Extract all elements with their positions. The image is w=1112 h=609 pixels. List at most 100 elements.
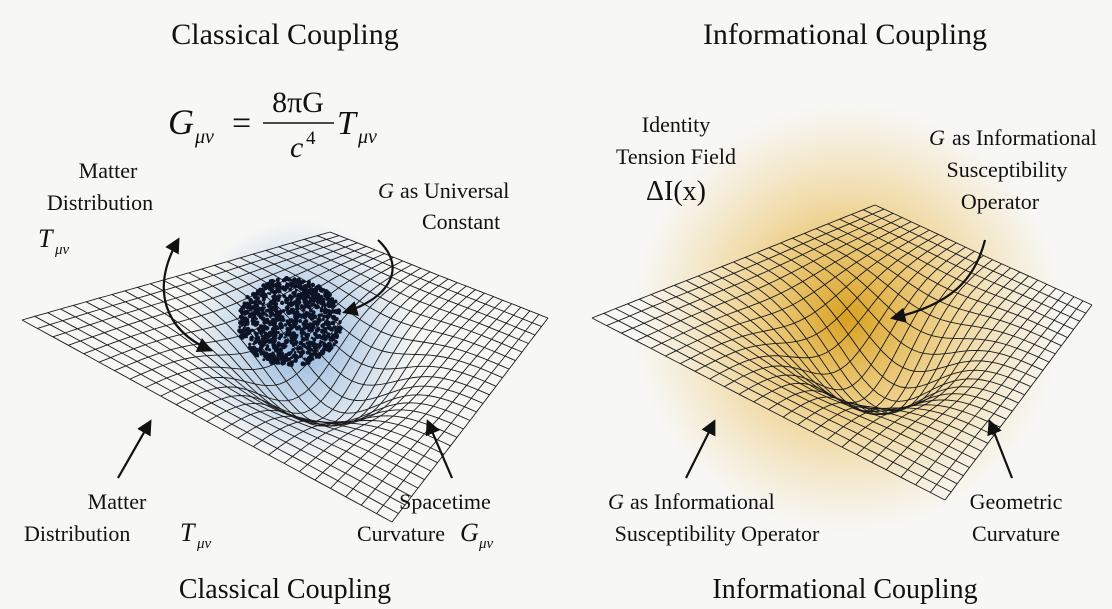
particle (323, 342, 326, 345)
particle (313, 332, 317, 336)
caption: Classical Coupling (179, 574, 391, 605)
particle (305, 311, 309, 315)
particle (285, 284, 290, 289)
particle (312, 338, 316, 342)
eq-part: = (232, 105, 251, 142)
particle (268, 339, 273, 344)
particle (290, 300, 293, 303)
particle (265, 318, 269, 322)
particle (295, 300, 299, 304)
particle (287, 362, 292, 367)
particle (309, 353, 314, 358)
particle (319, 342, 322, 345)
particle (315, 354, 318, 357)
particle (334, 327, 337, 330)
label-line: μν (478, 536, 494, 552)
particle (311, 283, 315, 287)
particle (320, 309, 323, 312)
particle (286, 310, 289, 313)
particle (274, 303, 277, 306)
particle (265, 347, 269, 351)
particle (283, 279, 285, 281)
particle (270, 330, 273, 333)
particle (317, 320, 320, 323)
particle (320, 289, 323, 292)
particle (321, 306, 323, 308)
particle (329, 348, 332, 351)
particle (264, 332, 268, 336)
particle (327, 342, 332, 347)
particle (253, 295, 258, 300)
label-line: Distribution (24, 521, 130, 546)
particle (303, 322, 307, 326)
particle (256, 338, 258, 340)
particle (331, 306, 334, 309)
particle (323, 337, 328, 342)
particle (257, 312, 262, 317)
particle (333, 337, 336, 340)
particle (298, 319, 302, 323)
eq-part: 8πG (272, 86, 324, 119)
particle (320, 313, 323, 316)
particle (255, 321, 259, 325)
particle (268, 292, 271, 295)
particle (327, 332, 331, 336)
particle (288, 294, 292, 298)
label-line: Tension Field (616, 144, 736, 169)
particle (303, 358, 306, 361)
particle (241, 305, 246, 310)
particle (294, 351, 297, 354)
particle (277, 294, 281, 298)
particle (317, 284, 320, 287)
particle (295, 344, 297, 346)
particle (307, 361, 311, 365)
label-line: Identity (642, 112, 710, 137)
particle (300, 330, 305, 335)
label-line: Curvature (357, 521, 445, 546)
label-line: Spacetime (399, 489, 491, 514)
particle (332, 343, 335, 346)
label-line: as Informational (952, 125, 1097, 150)
particle (247, 329, 252, 334)
label-line: Susceptibility (947, 157, 1068, 182)
particle (323, 346, 327, 350)
label-line: Curvature (972, 521, 1060, 546)
eq-part: μν (357, 126, 377, 148)
particle (257, 301, 260, 304)
particle (324, 289, 329, 294)
particle (301, 361, 304, 364)
particle (303, 284, 308, 289)
particle (303, 300, 307, 304)
particle (257, 293, 260, 296)
particle (327, 325, 332, 330)
particle (245, 310, 250, 315)
particle (249, 300, 254, 305)
particle (254, 309, 258, 313)
label-line: Geometric (970, 489, 1063, 514)
label-line: Operator (961, 189, 1040, 214)
particle (276, 306, 278, 308)
particle (291, 308, 295, 312)
particle (282, 309, 286, 313)
particle (275, 348, 279, 352)
particle (245, 318, 249, 322)
eq-part: 4 (306, 128, 316, 149)
panel-title: Informational Coupling (703, 18, 987, 51)
particle (276, 286, 280, 290)
particle (330, 339, 333, 342)
label-line: as Universal (400, 178, 509, 203)
particle (295, 280, 300, 285)
particle (312, 358, 314, 360)
label-line: T (38, 224, 54, 253)
particle (289, 279, 292, 282)
particle (337, 326, 342, 331)
particle (246, 323, 249, 326)
particle (271, 295, 274, 298)
particle (248, 343, 251, 346)
particle (261, 311, 266, 316)
particle (336, 308, 341, 313)
particle (333, 317, 336, 320)
particle (255, 318, 258, 321)
particle (302, 308, 305, 311)
particle (240, 310, 244, 314)
